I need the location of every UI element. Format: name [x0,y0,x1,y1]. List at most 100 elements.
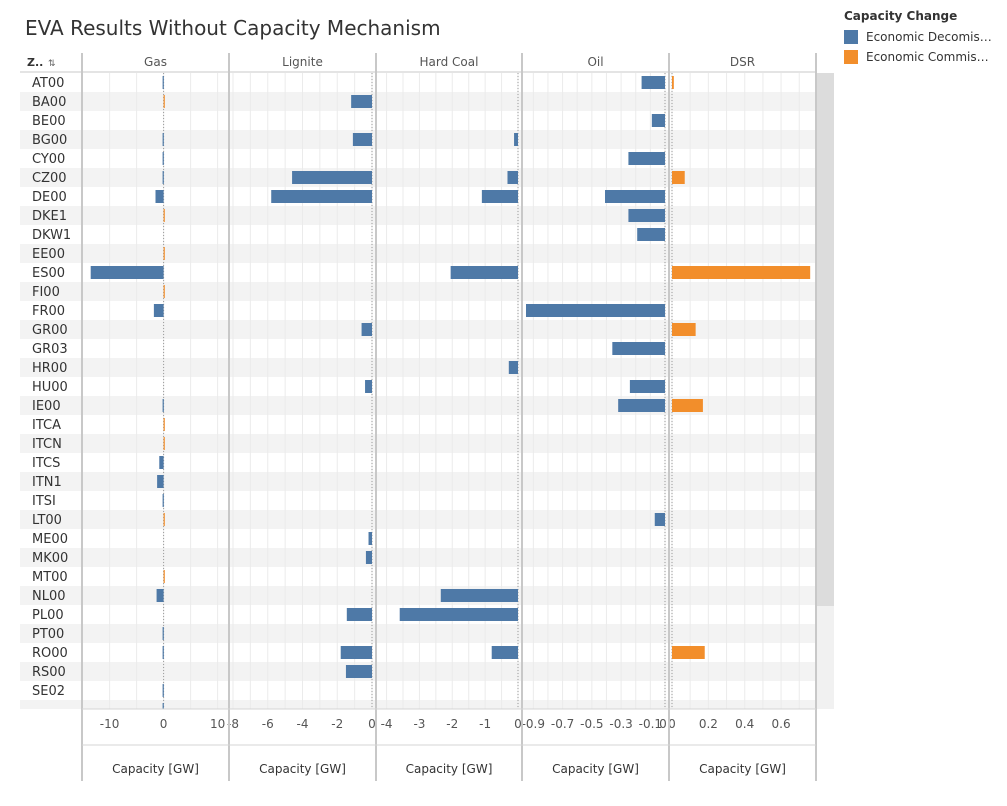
bar-lt00[interactable] [654,513,665,526]
bar-ro00[interactable] [162,646,164,659]
panel-header-dsr: DSR [730,55,755,69]
svg-text:⇅: ⇅ [48,59,56,69]
bar-bg00[interactable] [352,133,372,146]
bar-es00[interactable] [450,266,518,279]
tick-label: -10 [100,717,120,731]
category-label: GR00 [32,323,68,338]
bar-ie00[interactable] [672,399,703,412]
bar-gr00[interactable] [361,323,372,336]
bar-itcn[interactable] [163,437,165,450]
tick-label: -6 [262,717,274,731]
category-label: FI00 [32,285,60,300]
bar-at00[interactable] [672,76,674,89]
bar-fr00[interactable] [153,304,164,317]
bar-hu00[interactable] [365,380,372,393]
bar-pl00[interactable] [346,608,372,621]
bar-se03[interactable] [162,703,164,709]
bar-mt00[interactable] [163,570,165,583]
bar-ee00[interactable] [163,247,165,260]
category-label: HU00 [32,380,68,395]
bar-cz00[interactable] [162,171,164,184]
bar-es00[interactable] [90,266,164,279]
bar-at00[interactable] [162,76,164,89]
axis-title: Capacity [GW] [699,762,786,776]
category-label: PT00 [32,627,64,642]
bar-ba00[interactable] [163,95,165,108]
bar-de00[interactable] [605,190,665,203]
bar-nl00[interactable] [440,589,518,602]
bar-cy00[interactable] [162,152,164,165]
tick-label: -0.3 [609,717,632,731]
bar-ie00[interactable] [618,399,665,412]
bar-ro00[interactable] [491,646,518,659]
bar-mk00[interactable] [365,551,372,564]
bar-cz00[interactable] [672,171,685,184]
bar-cy00[interactable] [628,152,665,165]
category-label: ES00 [32,266,65,281]
bar-rs00[interactable] [345,665,372,678]
tick-label: 0 [368,717,376,731]
category-label: DKW1 [32,228,71,243]
axis-title: Capacity [GW] [406,762,493,776]
row-band [20,206,816,225]
bar-pl00[interactable] [399,608,518,621]
row-band [20,624,816,643]
bar-de00[interactable] [271,190,372,203]
row-band [20,358,816,377]
bar-bg00[interactable] [162,133,164,146]
tick-label: 10 [210,717,225,731]
bar-itsi[interactable] [162,494,164,507]
bar-fi00[interactable] [163,285,165,298]
bar-lt00[interactable] [163,513,165,526]
bar-be00[interactable] [651,114,665,127]
bar-hr00[interactable] [508,361,518,374]
sort-descending-icon[interactable]: ⇅ [48,59,56,69]
bar-bg00[interactable] [514,133,518,146]
bar-es00[interactable] [672,266,811,279]
bar-nl00[interactable] [156,589,164,602]
bar-at00[interactable] [641,76,665,89]
row-band [20,396,816,415]
row-band [20,700,816,709]
bar-de00[interactable] [481,190,518,203]
tick-label: 0.2 [699,717,718,731]
bar-ba00[interactable] [351,95,372,108]
bar-se02[interactable] [162,684,164,697]
bar-dkw1[interactable] [637,228,665,241]
panel-header-gas: Gas [144,55,167,69]
bar-me00[interactable] [368,532,372,545]
row-band [20,130,816,149]
bar-itcs[interactable] [159,456,164,469]
legend-item-commissioning[interactable]: Economic Commissio... [844,47,1004,67]
bar-dke1[interactable] [163,209,165,222]
bar-pt00[interactable] [162,627,164,640]
bar-itca[interactable] [163,418,165,431]
bar-ro00[interactable] [672,646,705,659]
bar-fr00[interactable] [526,304,665,317]
scrollbar-thumb[interactable] [817,73,834,606]
bar-gr00[interactable] [672,323,696,336]
category-label: ITN1 [32,475,62,490]
category-label: ITCS [32,456,60,471]
category-label: ITSI [32,494,56,509]
category-label: LT00 [32,513,62,528]
legend-item-decommissioning[interactable]: Economic Decomissi... [844,27,1004,47]
row-band [20,548,816,567]
category-label: IE00 [32,399,61,414]
tick-label: 0 [659,717,667,731]
tick-label: -3 [413,717,425,731]
bar-hu00[interactable] [629,380,665,393]
bar-cz00[interactable] [292,171,372,184]
bar-cz00[interactable] [507,171,518,184]
tick-label: 0.4 [735,717,754,731]
bar-ro00[interactable] [340,646,372,659]
bar-dke1[interactable] [628,209,665,222]
category-label: PL00 [32,608,64,623]
category-label: CY00 [32,152,65,167]
bar-itn1[interactable] [157,475,164,488]
bar-gr03[interactable] [612,342,665,355]
bar-de00[interactable] [155,190,164,203]
row-band [20,472,816,491]
tick-label: -8 [227,717,239,731]
bar-ie00[interactable] [162,399,164,412]
